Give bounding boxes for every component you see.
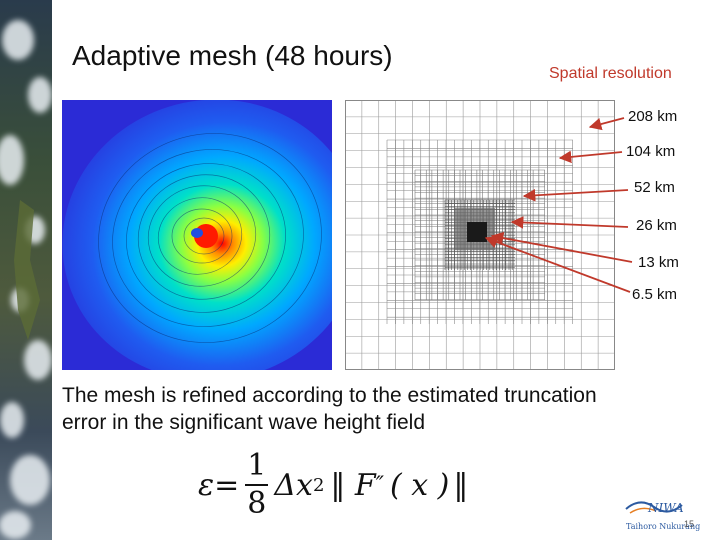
resolution-label-26km: 26 km — [636, 217, 677, 234]
formula-denominator: 8 — [247, 486, 267, 521]
resolution-label-52km: 52 km — [634, 179, 675, 196]
truncation-error-formula: ε= 1 8 Δx 2 ‖ F ″ ( x ) ‖ — [198, 445, 468, 525]
formula-argument: ( x ) — [389, 467, 450, 503]
adaptive-mesh-grid — [345, 100, 615, 370]
formula-lhs: ε= — [198, 467, 240, 503]
satellite-image — [0, 0, 52, 540]
resolution-label-208km: 208 km — [628, 108, 678, 125]
svg-text:Taihoro Nukurangi: Taihoro Nukurangi — [626, 522, 700, 531]
slide-title: Adaptive mesh (48 hours) — [72, 40, 393, 71]
mesh-caption: The mesh is refined according to the est… — [62, 384, 597, 434]
formula-fraction: 1 8 — [245, 448, 269, 522]
svg-text:NIWA: NIWA — [647, 501, 684, 515]
formula-numerator: 1 — [245, 448, 269, 486]
wave-height-field-image — [62, 100, 332, 370]
formula-exponent: 2 — [312, 474, 325, 496]
formula-delta-x: Δx — [274, 467, 313, 503]
formula-norm-open: ‖ F — [330, 467, 376, 503]
formula-prime: ″ — [375, 472, 384, 498]
page-number: 15 — [684, 519, 695, 529]
resolution-label-104km: 104 km — [626, 143, 676, 160]
resolution-label-6-5km: 6.5 km — [632, 286, 678, 303]
resolution-label-13km: 13 km — [638, 254, 679, 271]
spatial-resolution-title: Spatial resolution — [549, 65, 672, 82]
niwa-logo: NIWA Taihoro Nukurangi — [622, 495, 703, 535]
formula-norm-close: ‖ — [453, 467, 469, 503]
